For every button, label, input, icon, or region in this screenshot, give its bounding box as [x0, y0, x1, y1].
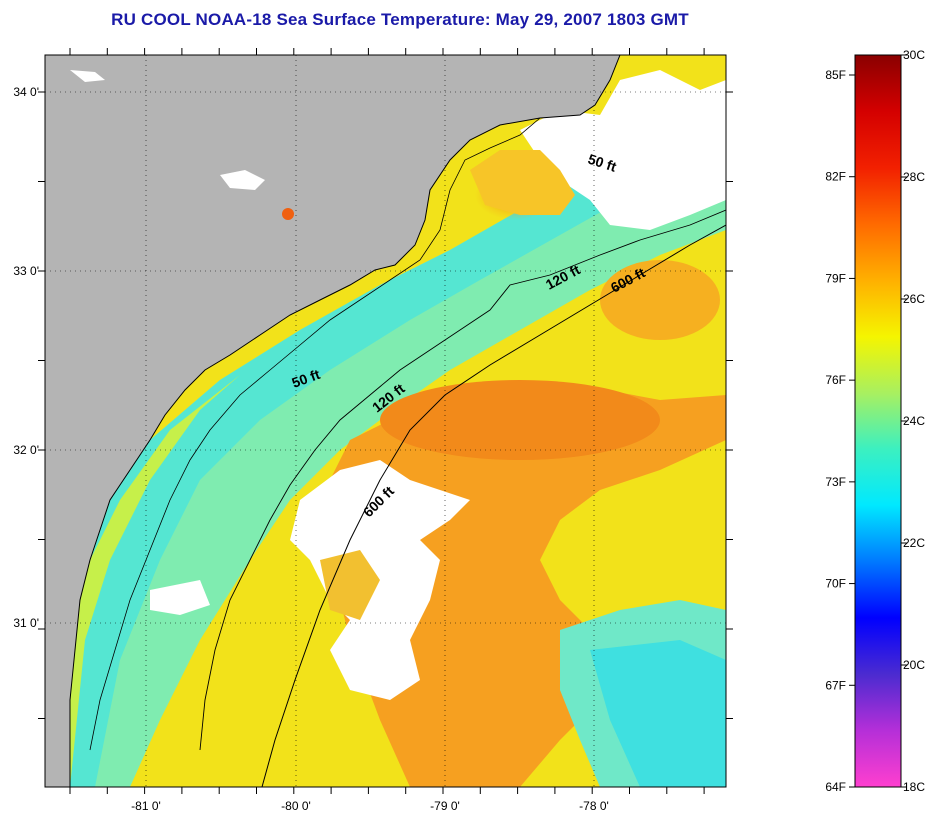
isobath-600ft [261, 224, 726, 787]
coastline [69, 55, 621, 787]
warm-eddy-north [600, 260, 720, 340]
colorbar-c-label: 30C [903, 48, 925, 62]
colorbar-celsius-labels: 30C 28C 26C 24C 22C 20C 18C [901, 48, 925, 794]
colorbar-c-label: 18C [903, 780, 925, 794]
land-area [45, 55, 620, 787]
colorbar-fahrenheit-labels: 85F 82F 79F 76F 73F 70F 67F 64F [825, 68, 855, 794]
lat-tick-label: 34 0' [13, 85, 39, 99]
colorbar-c-label: 22C [903, 536, 925, 550]
axis-ticks: -81 0' -80 0' -79 0' -78 0' 34 0' 33 0' 32 0' 3… [13, 48, 733, 813]
colorbar-c-label: 26C [903, 292, 925, 306]
lon-tick-label: -78 0' [579, 799, 609, 813]
colorbar-f-label: 64F [825, 780, 846, 794]
land-warm-spot [282, 208, 294, 220]
isobath-50ft [89, 117, 541, 751]
warm-patch-northeast [470, 150, 575, 215]
colorbar-f-label: 85F [825, 68, 846, 82]
colorbar-c-label: 28C [903, 170, 925, 184]
cool-water-core [590, 640, 726, 787]
lon-tick-label: -79 0' [430, 799, 460, 813]
land-cloud-2 [70, 70, 105, 82]
cloud-patch-small [150, 580, 210, 615]
colorbar-c-label: 20C [903, 658, 925, 672]
colorbar-f-label: 82F [825, 170, 846, 184]
lat-tick-label: 32 0' [13, 443, 39, 457]
colorbar-f-label: 67F [825, 678, 846, 692]
colorbar-c-label: 24C [903, 414, 925, 428]
lat-tick-label: 33 0' [13, 264, 39, 278]
lon-tick-label: -81 0' [131, 799, 161, 813]
colorbar-f-label: 76F [825, 373, 846, 387]
gulf-stream-core [380, 380, 660, 460]
lat-tick-label: 31 0' [13, 616, 39, 630]
map-title: RU COOL NOAA-18 Sea Surface Temperature:… [111, 10, 689, 29]
land-cloud-1 [220, 170, 265, 190]
lon-tick-label: -80 0' [281, 799, 311, 813]
map-body [45, 55, 726, 787]
map-frame [44, 54, 727, 788]
shelf-water-band [45, 100, 726, 787]
isobath-120ft [199, 209, 726, 751]
lat-lon-grid [45, 55, 726, 787]
colorbar-f-label: 79F [825, 271, 846, 285]
colorbar-f-label: 73F [825, 475, 846, 489]
colorbar [854, 54, 902, 788]
colorbar-f-label: 70F [825, 577, 846, 591]
cloud-patch-northeast [520, 70, 726, 230]
cloud-gap-warm [320, 550, 380, 620]
